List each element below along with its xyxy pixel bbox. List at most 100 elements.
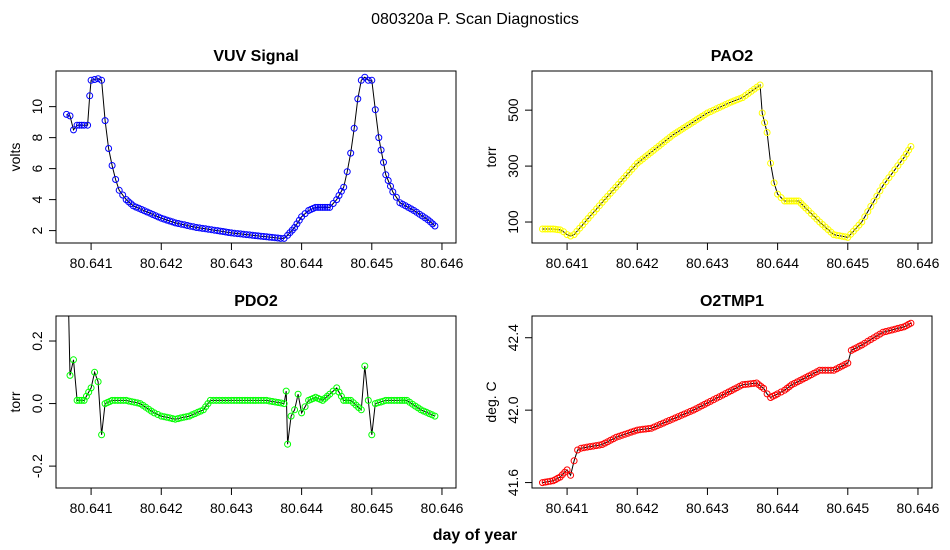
pdo2-y-tick-label: -0.2 bbox=[29, 454, 45, 478]
vuv-y-tick-label: 2 bbox=[29, 227, 45, 235]
pao2-data-point bbox=[770, 179, 778, 187]
pao2-data-point bbox=[756, 81, 764, 89]
pao2-data-point bbox=[788, 197, 796, 205]
o2tmp1-x-tick-label: 80.643 bbox=[686, 500, 729, 516]
pao2-y-tick-label: 100 bbox=[505, 210, 521, 234]
vuv-y-tick-label: 8 bbox=[29, 134, 45, 142]
o2tmp1-data-point bbox=[567, 471, 575, 479]
vuv-data-point bbox=[326, 203, 334, 211]
vuv-x-tick-label: 80.645 bbox=[350, 255, 393, 271]
vuv-data-point bbox=[63, 110, 70, 118]
vuv-data-point bbox=[115, 186, 123, 194]
vuv-data-point bbox=[392, 193, 400, 201]
vuv-x-tick-label: 80.646 bbox=[421, 255, 464, 271]
vuv-data-point bbox=[323, 203, 331, 211]
pdo2-x-tick-label: 80.641 bbox=[70, 500, 113, 516]
vuv-data-point bbox=[119, 191, 127, 199]
pdo2-data-point bbox=[241, 396, 249, 404]
o2tmp1-data-point bbox=[627, 428, 635, 436]
pao2-y-tick-label: 500 bbox=[505, 98, 521, 122]
vuv-data-point bbox=[377, 146, 385, 154]
pdo2-y-tick-label: 0.2 bbox=[29, 331, 45, 351]
vuv-data-point bbox=[354, 95, 362, 103]
pdo2-data-point bbox=[393, 396, 401, 404]
vuv-data-point bbox=[389, 188, 397, 196]
vuv-data-point bbox=[375, 134, 383, 142]
vuv-data-point bbox=[70, 126, 77, 134]
pao2-data-point bbox=[876, 187, 884, 195]
pao2-data-point bbox=[567, 232, 575, 240]
o2tmp1-data-point bbox=[539, 479, 546, 487]
pdo2-data-point bbox=[150, 409, 158, 417]
vuv-data-point bbox=[337, 187, 345, 195]
o2tmp1-x-tick-label: 80.646 bbox=[897, 500, 940, 516]
pdo2-data-point bbox=[246, 396, 254, 404]
pdo2-data-point bbox=[431, 412, 439, 420]
vuv-title: VUV Signal bbox=[213, 48, 298, 65]
pdo2-data-point bbox=[282, 387, 290, 395]
o2tmp1-x-tick-label: 80.642 bbox=[616, 500, 659, 516]
pdo2-data-point bbox=[73, 396, 81, 404]
o2tmp1-data-point bbox=[624, 429, 632, 437]
pdo2-data-point bbox=[364, 396, 372, 404]
pao2-data-point bbox=[556, 226, 564, 234]
o2tmp1-data-point bbox=[621, 430, 629, 438]
pdo2-x-tick-label: 80.644 bbox=[280, 500, 323, 516]
o2tmp1-y-tick-label: 41.6 bbox=[505, 469, 521, 496]
vuv-data-point bbox=[382, 171, 390, 179]
vuv-data-point bbox=[387, 182, 394, 190]
pdo2-data-point bbox=[82, 392, 90, 400]
pdo2-data-point bbox=[298, 409, 306, 417]
pao2-data-point bbox=[900, 154, 908, 162]
vuv-data-point bbox=[329, 200, 337, 207]
vuv-data-point bbox=[426, 218, 434, 226]
pao2-data-point bbox=[799, 202, 807, 210]
pao2-data-point bbox=[554, 226, 562, 234]
vuv-data-point bbox=[86, 92, 94, 100]
pao2-x-tick-label: 80.646 bbox=[897, 255, 940, 271]
vuv-data-point bbox=[319, 203, 327, 211]
o2tmp1-y-tick-label: 42.0 bbox=[505, 396, 521, 423]
vuv-data-point bbox=[87, 76, 95, 84]
pdo2-x-tick-label: 80.646 bbox=[421, 500, 464, 516]
pdo2-y-tick-label: 0.0 bbox=[29, 394, 45, 414]
vuv-data-point bbox=[291, 224, 299, 231]
pao2-data-point bbox=[546, 225, 554, 233]
pdo2-data-point bbox=[227, 396, 235, 404]
pdo2-data-point bbox=[277, 399, 285, 407]
o2tmp1-x-tick-label: 80.645 bbox=[826, 500, 869, 516]
vuv-data-point bbox=[340, 183, 348, 191]
o2tmp1-data-point bbox=[763, 390, 771, 398]
vuv-data-point bbox=[94, 75, 102, 83]
vuv-data-point bbox=[105, 145, 113, 152]
vuv-data-point bbox=[127, 200, 135, 208]
vuv-data-point bbox=[314, 203, 322, 211]
pdo2-data-point bbox=[291, 406, 299, 414]
vuv-panel: VUV Signal 80.641 80.642 80.643 80.644 80.645… bbox=[7, 48, 464, 271]
vuv-data-point bbox=[80, 121, 88, 129]
o2tmp1-data-point bbox=[546, 477, 554, 485]
pdo2-data-point bbox=[340, 396, 348, 404]
o2tmp1-data-point bbox=[774, 390, 782, 398]
vuv-data-point bbox=[122, 196, 130, 204]
pdo2-data-point bbox=[333, 384, 341, 392]
pao2-data-point bbox=[858, 218, 866, 226]
vuv-data-point bbox=[73, 121, 81, 129]
pao2-x-tick-label: 80.641 bbox=[546, 255, 589, 271]
vuv-data-point bbox=[347, 149, 355, 157]
vuv-data-point bbox=[350, 124, 358, 132]
pao2-data-point bbox=[790, 197, 798, 205]
pao2-data-point bbox=[551, 225, 559, 233]
vuv-data-point bbox=[316, 203, 324, 211]
pao2-data-point bbox=[902, 150, 910, 158]
pao2-data-point bbox=[907, 143, 915, 150]
pdo2-data-point bbox=[357, 406, 365, 414]
pdo2-data-point bbox=[244, 396, 252, 404]
pdo2-data-point bbox=[396, 396, 404, 404]
o2tmp1-data-point bbox=[907, 319, 915, 327]
pdo2-data-point bbox=[98, 431, 106, 439]
vuv-data-point bbox=[112, 176, 120, 183]
pao2-data-point bbox=[761, 119, 769, 127]
pdo2-data-layer bbox=[66, 316, 439, 448]
